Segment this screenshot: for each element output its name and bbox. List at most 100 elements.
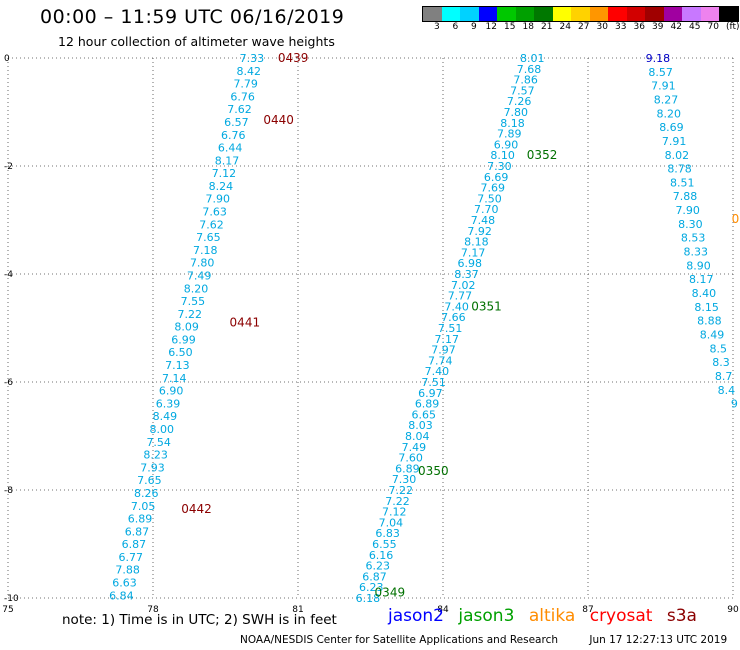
wave-height-label: 8.49 xyxy=(153,410,178,423)
wave-height-label: 7.13 xyxy=(165,359,190,372)
wave-height-label: 7.12 xyxy=(382,506,407,519)
wave-height-label: 7.30 xyxy=(392,473,417,486)
colorbar-label: 70 xyxy=(707,22,719,32)
colorbar-label: 36 xyxy=(633,22,645,32)
wave-height-label: 8.69 xyxy=(659,121,684,134)
colorbar-swatch xyxy=(441,7,460,21)
wave-height-label: 6.90 xyxy=(159,385,184,398)
wave-height-label: 8.01 xyxy=(520,52,545,65)
wave-height-label: 8.88 xyxy=(697,315,722,328)
colorbar-swatch xyxy=(608,7,627,21)
wave-height-label: 7.86 xyxy=(513,74,538,87)
wave-height-label: 7.80 xyxy=(504,106,529,119)
colorbar-label: 45 xyxy=(689,22,701,32)
y-tick-label: -6 xyxy=(4,378,13,388)
wave-height-label: 7.40 xyxy=(425,365,450,378)
wave-height-label: 7.66 xyxy=(441,311,466,324)
wave-height-label: 6.23 xyxy=(359,581,384,594)
wave-height-label: 8.20 xyxy=(656,107,681,120)
colorbar-label: 3 xyxy=(434,22,440,32)
wave-height-label: 9 xyxy=(731,398,738,411)
colorbar-swatch xyxy=(645,7,664,21)
wave-height-label: 6.65 xyxy=(412,408,437,421)
colorbar-label: 24 xyxy=(559,22,571,32)
colorbar-label: 15 xyxy=(504,22,516,32)
wave-height-label: 8.03 xyxy=(408,419,433,432)
wave-height-label: 6.55 xyxy=(372,538,397,551)
wave-height-label: 8.27 xyxy=(654,93,679,106)
colorbar-label: 39 xyxy=(652,22,664,32)
footer-timestamp: Jun 17 12:27:13 UTC 2019 xyxy=(589,634,728,646)
wave-height-label: 6.87 xyxy=(125,525,150,538)
wave-height-label: 7.88 xyxy=(115,564,140,577)
colorbar-swatch xyxy=(626,7,645,21)
wave-height-label: 9.18 xyxy=(646,52,671,65)
wave-height-label: 7.33 xyxy=(240,52,265,65)
wave-height-label: 7.90 xyxy=(205,193,230,206)
wave-height-label: 7.65 xyxy=(196,231,221,244)
pass-number-label: 0350 xyxy=(418,464,449,478)
x-tick-label: 75 xyxy=(2,605,13,615)
legend-s3a: s3a xyxy=(666,606,697,626)
wave-height-label: 7.51 xyxy=(438,322,463,335)
colorbar-labels: 3 6 9 12 15 18 21 24 27 30 33 36 39 42 45 70 (ft) xyxy=(422,22,740,34)
wave-height-label: 7.12 xyxy=(212,167,237,180)
wave-height-label: 8.3 xyxy=(712,356,730,369)
wave-height-label: 7.70 xyxy=(474,203,499,216)
wave-height-label: 6.57 xyxy=(224,116,249,129)
wave-height-label: 6.99 xyxy=(171,333,196,346)
legend-cryosat: cryosat xyxy=(589,606,653,626)
colorbar-label: 12 xyxy=(485,22,497,32)
pass-number-label: 0 xyxy=(732,212,740,226)
pass-number-label: 0440 xyxy=(263,113,294,127)
colorbar-swatch xyxy=(460,7,479,21)
wave-height-label: 8.33 xyxy=(684,246,709,259)
y-tick-label: -4 xyxy=(4,270,13,280)
wave-height-label: 8.49 xyxy=(700,328,725,341)
wave-height-label: 8.18 xyxy=(464,236,489,249)
wave-height-label: 7.55 xyxy=(181,295,206,308)
legend-jason2: jason2 xyxy=(388,606,444,626)
colorbar-swatch xyxy=(478,7,497,21)
x-tick-label: 90 xyxy=(727,605,739,615)
pass-number-label: 0351 xyxy=(471,299,502,313)
colorbar-swatch xyxy=(552,7,571,21)
wave-height-label: 6.16 xyxy=(369,549,394,562)
colorbar-label: 42 xyxy=(670,22,682,32)
wave-height-label: 7.89 xyxy=(497,128,522,141)
wave-height-label: 7.93 xyxy=(140,461,165,474)
wave-height-label: 8.90 xyxy=(686,259,711,272)
wave-height-label: 6.18 xyxy=(356,592,381,605)
wave-height-label: 7.97 xyxy=(431,344,456,357)
colorbar-label: 21 xyxy=(541,22,553,32)
colorbar-swatch xyxy=(589,7,608,21)
colorbar-label: 9 xyxy=(471,22,477,32)
wave-height-label: 8.23 xyxy=(143,449,168,462)
wave-height-label: 7.60 xyxy=(398,452,423,465)
wave-height-label: 6.44 xyxy=(218,142,243,155)
wave-height-label: 6.89 xyxy=(395,462,420,475)
wave-height-label: 7.79 xyxy=(233,78,258,91)
colorbar-label: 33 xyxy=(615,22,627,32)
wave-height-label: 7.68 xyxy=(517,63,542,76)
pass-number-label: 0349 xyxy=(375,586,406,600)
wave-height-colorbar xyxy=(422,6,739,22)
wave-height-label: 6.97 xyxy=(418,387,443,400)
wave-height-label: 8.04 xyxy=(405,430,430,443)
wave-height-label: 8.00 xyxy=(150,423,175,436)
wave-height-label: 6.76 xyxy=(221,129,246,142)
wave-height-label: 7.30 xyxy=(487,160,512,173)
wave-height-label: 6.89 xyxy=(128,513,153,526)
legend-altika: altika xyxy=(528,606,576,626)
wave-height-label: 7.69 xyxy=(481,182,506,195)
footer: NOAA/NESDIS Center for Satellite Applica… xyxy=(240,634,727,646)
wave-height-label: 7.17 xyxy=(435,333,460,346)
wave-height-label: 8.24 xyxy=(209,180,234,193)
colorbar-label: (ft) xyxy=(726,22,740,32)
legend-jason3: jason3 xyxy=(458,606,515,626)
wave-height-label: 7.22 xyxy=(389,484,414,497)
pass-number-label: 0352 xyxy=(527,148,558,162)
y-tick-label: -10 xyxy=(4,594,19,604)
wave-height-label: 7.92 xyxy=(467,225,492,238)
wave-height-label: 7.74 xyxy=(428,354,453,367)
